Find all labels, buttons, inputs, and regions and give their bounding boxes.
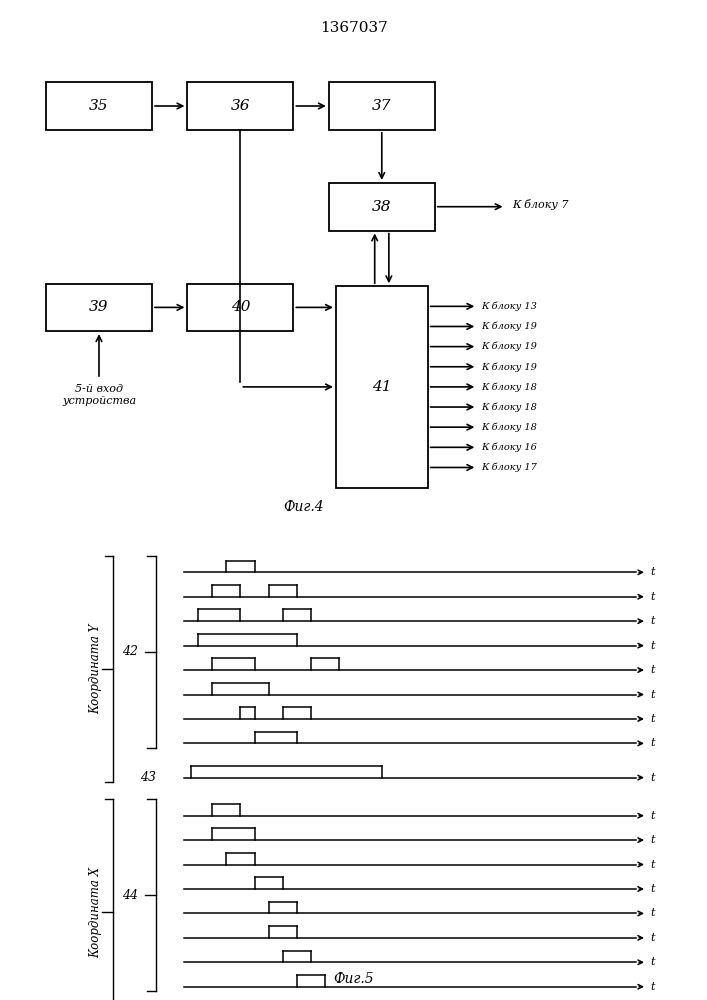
Text: t: t: [650, 884, 655, 894]
Text: К блоку 18: К блоку 18: [481, 382, 537, 392]
Text: К блоку 13: К блоку 13: [481, 302, 537, 311]
Text: 40: 40: [230, 300, 250, 314]
Text: t: t: [650, 982, 655, 992]
Text: t: t: [650, 933, 655, 943]
Text: t: t: [650, 616, 655, 626]
Text: t: t: [650, 714, 655, 724]
Text: К блоку 19: К блоку 19: [481, 342, 537, 351]
Text: t: t: [650, 592, 655, 602]
Text: t: t: [650, 860, 655, 870]
Text: t: t: [650, 811, 655, 821]
Text: 44: 44: [122, 889, 138, 902]
Text: t: t: [650, 665, 655, 675]
Text: t: t: [650, 738, 655, 748]
Text: Координата Y: Координата Y: [89, 624, 102, 714]
Text: К блоку 18: К блоку 18: [481, 402, 537, 412]
Text: 36: 36: [230, 99, 250, 113]
Text: Фиг.5: Фиг.5: [333, 972, 374, 986]
Text: 39: 39: [89, 300, 109, 314]
Text: t: t: [650, 908, 655, 918]
Text: t: t: [650, 773, 655, 783]
Text: t: t: [650, 835, 655, 845]
Text: 41: 41: [372, 380, 392, 394]
Text: К блоку 7: К блоку 7: [513, 199, 569, 210]
Bar: [329, 183, 435, 231]
Text: t: t: [650, 641, 655, 651]
Text: t: t: [650, 690, 655, 700]
Bar: [46, 284, 152, 331]
Text: 35: 35: [89, 99, 109, 113]
Text: 37: 37: [372, 99, 392, 113]
Bar: [336, 286, 428, 488]
Text: 5-й вход
устройства: 5-й вход устройства: [62, 384, 136, 406]
Text: Координата X: Координата X: [89, 867, 102, 958]
Text: 43: 43: [139, 771, 156, 784]
Text: Фиг.4: Фиг.4: [284, 500, 325, 514]
Text: К блоку 19: К блоку 19: [481, 362, 537, 372]
Text: К блоку 16: К блоку 16: [481, 443, 537, 452]
Bar: [187, 82, 293, 130]
Text: t: t: [650, 567, 655, 577]
Bar: [187, 284, 293, 331]
Bar: [329, 82, 435, 130]
Text: 38: 38: [372, 200, 392, 214]
Text: t: t: [650, 957, 655, 967]
Bar: [46, 82, 152, 130]
Text: К блоку 19: К блоку 19: [481, 322, 537, 331]
Text: 1367037: 1367037: [320, 21, 387, 35]
Text: 42: 42: [122, 645, 138, 658]
Text: К блоку 18: К блоку 18: [481, 422, 537, 432]
Text: К блоку 17: К блоку 17: [481, 463, 537, 472]
